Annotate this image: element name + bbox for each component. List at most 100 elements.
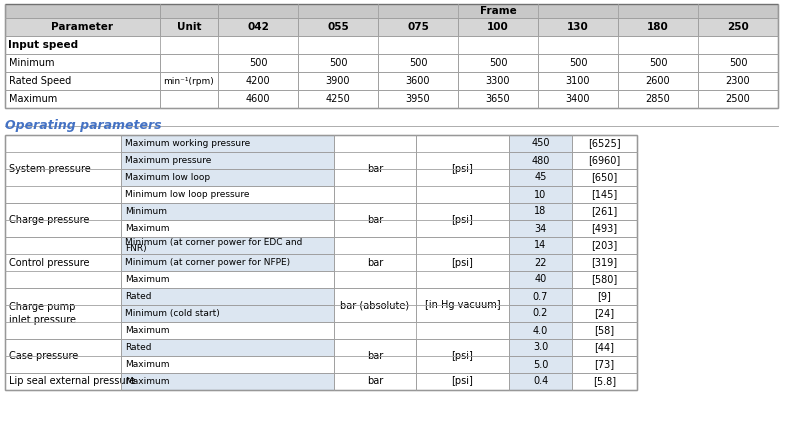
Bar [572, 271, 637, 288]
Bar [509, 356, 572, 373]
Text: System pressure: System pressure [9, 164, 91, 174]
Bar [218, 4, 778, 18]
Bar [160, 18, 218, 36]
Text: [319]: [319] [592, 257, 618, 268]
Text: Maximum: Maximum [9, 94, 57, 104]
Bar [509, 237, 572, 254]
Text: 0.4: 0.4 [533, 376, 548, 387]
Bar [458, 90, 538, 108]
Text: 3600: 3600 [406, 76, 431, 86]
Bar [572, 356, 637, 373]
Text: 3400: 3400 [566, 94, 590, 104]
Bar [416, 339, 509, 373]
Text: 5.0: 5.0 [532, 360, 548, 370]
Text: [203]: [203] [592, 241, 618, 251]
Text: [psi]: [psi] [452, 164, 473, 174]
Bar [121, 186, 334, 203]
Bar [509, 186, 572, 203]
Bar [572, 220, 637, 237]
Text: [psi]: [psi] [452, 257, 473, 268]
Text: Minimum (at corner power for EDC and: Minimum (at corner power for EDC and [125, 238, 303, 247]
Text: bar: bar [367, 257, 383, 268]
Bar [509, 373, 572, 390]
Bar [121, 356, 334, 373]
Text: 055: 055 [327, 22, 349, 32]
Text: Maximum pressure: Maximum pressure [125, 156, 212, 165]
Bar [121, 254, 334, 271]
Text: bar: bar [367, 351, 383, 361]
Bar [121, 169, 334, 186]
Bar [5, 288, 121, 339]
Bar [509, 271, 572, 288]
Text: 075: 075 [407, 22, 429, 32]
Text: 2500: 2500 [726, 94, 750, 104]
Bar [121, 237, 334, 254]
Bar [121, 373, 334, 390]
Bar [121, 322, 334, 339]
Text: 3.0: 3.0 [533, 343, 548, 352]
Text: 500: 500 [728, 58, 747, 68]
Bar [5, 339, 121, 373]
Text: [261]: [261] [592, 206, 618, 216]
Bar [218, 54, 298, 72]
Text: 500: 500 [408, 58, 427, 68]
Bar [509, 322, 572, 339]
Bar [416, 288, 509, 322]
Bar [416, 203, 509, 237]
Text: Frame: Frame [480, 6, 517, 16]
Bar [334, 373, 416, 390]
Text: 10: 10 [534, 189, 547, 200]
Bar [5, 54, 160, 72]
Text: [493]: [493] [592, 224, 618, 233]
Bar [334, 203, 416, 237]
Bar [538, 90, 618, 108]
Bar [5, 72, 160, 90]
Text: 180: 180 [647, 22, 669, 32]
Bar [378, 54, 458, 72]
Bar [698, 18, 778, 36]
Text: 450: 450 [531, 138, 550, 149]
Bar [121, 271, 334, 288]
Text: 0.2: 0.2 [532, 308, 548, 319]
Text: 4600: 4600 [246, 94, 270, 104]
Text: bar: bar [367, 164, 383, 174]
Bar [698, 54, 778, 72]
Text: 2850: 2850 [645, 94, 671, 104]
Text: Parameter: Parameter [51, 22, 114, 32]
Text: [psi]: [psi] [452, 351, 473, 361]
Text: inlet pressure: inlet pressure [9, 315, 76, 325]
Text: Minimum (at corner power for NFPE): Minimum (at corner power for NFPE) [125, 258, 290, 267]
Bar [698, 90, 778, 108]
Bar [416, 373, 509, 390]
Text: [in Hg vacuum]: [in Hg vacuum] [425, 300, 500, 310]
Bar [572, 186, 637, 203]
Bar [334, 339, 416, 373]
Text: Rated Speed: Rated Speed [9, 76, 71, 86]
Bar [5, 135, 121, 203]
Bar [572, 373, 637, 390]
Text: Rated: Rated [125, 343, 152, 352]
Bar [378, 72, 458, 90]
Bar [458, 72, 538, 90]
Bar [572, 237, 637, 254]
Bar [698, 72, 778, 90]
Bar [5, 90, 160, 108]
Bar [458, 54, 538, 72]
Bar [121, 135, 334, 152]
Text: FNR): FNR) [125, 244, 147, 253]
Text: [650]: [650] [592, 173, 618, 182]
Bar [121, 152, 334, 169]
Text: 3650: 3650 [486, 94, 510, 104]
Bar [509, 339, 572, 356]
Text: Maximum: Maximum [125, 326, 170, 335]
Bar [509, 254, 572, 271]
Bar [572, 339, 637, 356]
Text: 22: 22 [534, 257, 547, 268]
Bar [538, 54, 618, 72]
Text: [6960]: [6960] [589, 155, 621, 165]
Text: 500: 500 [569, 58, 587, 68]
Text: 3900: 3900 [325, 76, 350, 86]
Bar [572, 288, 637, 305]
Bar [298, 18, 378, 36]
Text: Charge pressure: Charge pressure [9, 215, 89, 225]
